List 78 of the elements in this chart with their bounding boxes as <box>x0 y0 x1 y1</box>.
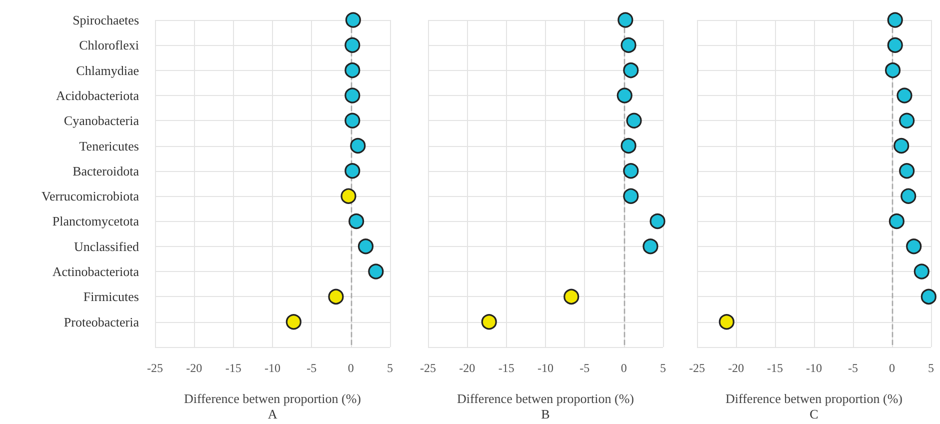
point <box>350 138 366 154</box>
x-tick-label: 0 <box>620 361 627 375</box>
point <box>896 88 912 104</box>
x-axis-title: Difference betwen proportion (%) <box>457 391 634 406</box>
y-tick-label: Unclassified <box>74 238 140 254</box>
x-tick-label: -10 <box>264 361 280 375</box>
x-tick-label: -25 <box>689 361 705 375</box>
point <box>340 188 356 204</box>
point <box>620 138 636 154</box>
x-tick-label: -5 <box>848 361 858 375</box>
point <box>623 163 639 179</box>
y-tick-label: Proteobacteria <box>64 314 140 330</box>
y-tick-label: Actinobacteriota <box>52 264 140 280</box>
y-tick-label: Tenericutes <box>79 138 139 154</box>
point <box>286 314 302 330</box>
y-tick-label: Bacteroidota <box>72 163 140 178</box>
point <box>894 138 910 154</box>
y-tick-label: Cyanobacteria <box>64 113 140 128</box>
x-tick-label: -20 <box>186 361 202 375</box>
y-tick-label: Chloroflexi <box>79 38 140 53</box>
y-tick-label: Planctomycetota <box>52 214 140 229</box>
point <box>899 163 915 179</box>
point <box>718 314 734 330</box>
x-tick-label: -15 <box>498 361 514 375</box>
point <box>358 238 374 254</box>
point <box>899 112 915 128</box>
x-tick-label: -15 <box>767 361 783 375</box>
point <box>900 188 916 204</box>
text: C <box>810 406 818 422</box>
point <box>344 62 360 78</box>
point <box>887 37 903 53</box>
point <box>345 12 361 28</box>
point <box>618 12 634 28</box>
x-axis-title: Difference betwen proportion (%) <box>184 391 361 406</box>
x-tick-label: -20 <box>459 361 476 375</box>
point <box>906 238 922 254</box>
point <box>920 288 936 304</box>
text: A <box>268 406 278 422</box>
point <box>884 62 901 78</box>
point <box>328 288 344 304</box>
x-tick-label: 5 <box>387 361 393 375</box>
x-tick-label: -5 <box>580 361 590 375</box>
y-tick-label: Spirochaetes <box>72 12 139 28</box>
point <box>914 264 930 280</box>
x-tick-label: -10 <box>806 361 822 375</box>
point <box>642 238 658 254</box>
y-tick-label: Acidobacteriota <box>56 88 140 103</box>
x-tick-label: 0 <box>348 361 354 375</box>
y-tick-label: Chlamydiae <box>76 62 140 78</box>
x-tick-label: -5 <box>306 361 317 375</box>
x-axis-title: Difference betwen proportion (%) <box>726 391 902 406</box>
x-tick-label: 0 <box>889 361 895 375</box>
point <box>348 213 364 230</box>
point <box>650 213 666 230</box>
y-tick-label: Firmicutes <box>83 289 139 304</box>
point <box>623 62 639 78</box>
text: B <box>541 406 550 422</box>
point <box>344 163 360 179</box>
point <box>344 88 360 104</box>
point <box>616 88 632 104</box>
point <box>623 188 639 204</box>
point <box>887 12 903 28</box>
y-tick-label: Verrucomicrobiota <box>42 188 140 204</box>
x-tick-label: 5 <box>660 361 666 375</box>
point <box>368 264 384 280</box>
point <box>344 37 360 53</box>
point <box>626 112 642 128</box>
point <box>344 112 360 128</box>
x-tick-label: -20 <box>728 361 744 375</box>
x-tick-label: 5 <box>928 361 934 375</box>
x-tick-label: -15 <box>225 361 242 375</box>
point <box>481 314 497 330</box>
x-tick-label: -25 <box>420 361 436 375</box>
point <box>564 288 580 304</box>
point <box>888 213 904 230</box>
x-tick-label: -10 <box>538 361 554 375</box>
x-tick-label: -25 <box>147 361 163 375</box>
point <box>620 37 636 53</box>
